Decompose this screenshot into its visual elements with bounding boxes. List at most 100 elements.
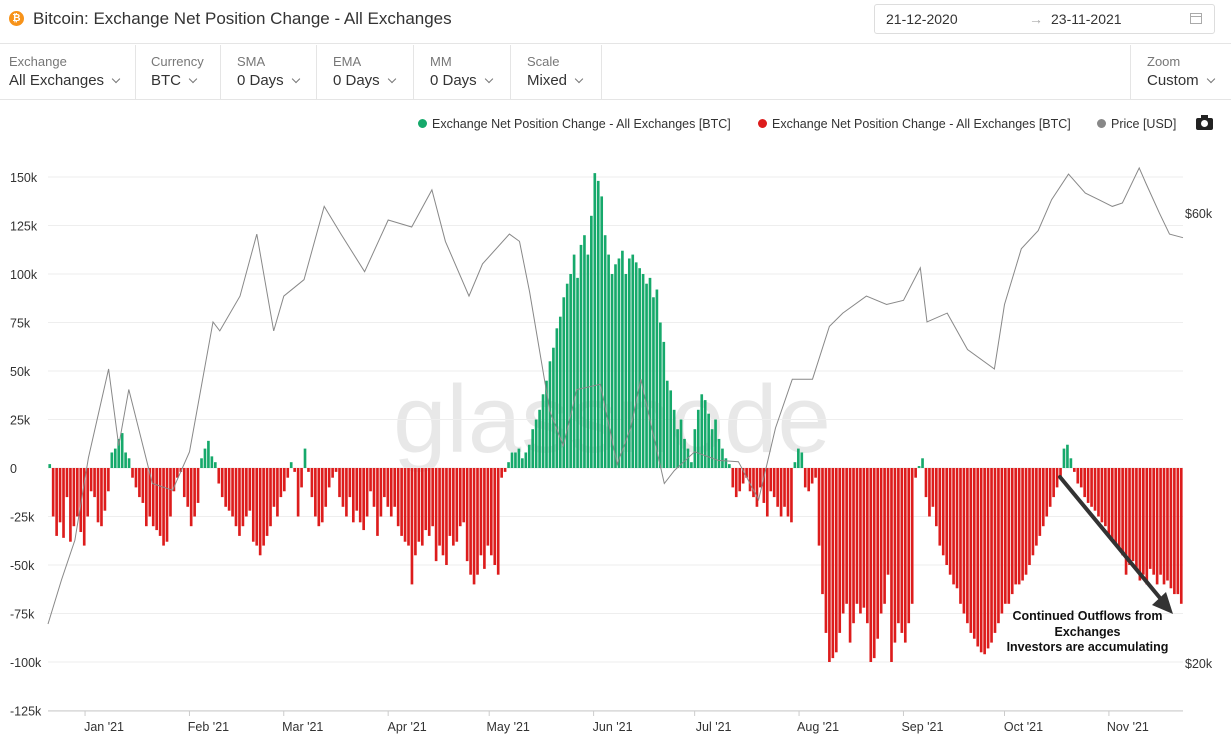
sma-select[interactable]: SMA 0 Days — [221, 45, 317, 99]
bar — [1035, 468, 1038, 546]
bar — [1031, 468, 1035, 556]
bar — [162, 468, 165, 546]
bar — [831, 468, 835, 659]
bar — [872, 468, 876, 659]
bar — [296, 468, 300, 517]
bar — [1100, 468, 1104, 523]
bar — [562, 297, 566, 468]
x-tick-label: Feb '21 — [188, 720, 229, 734]
bar — [365, 468, 369, 517]
legend-item-outflow[interactable]: Exchange Net Position Change - All Excha… — [758, 117, 1071, 131]
bar — [1121, 468, 1124, 556]
legend-item-price[interactable]: Price [USD] — [1097, 117, 1176, 131]
bar — [1038, 468, 1042, 536]
legend-item-inflow[interactable]: Exchange Net Position Change - All Excha… — [418, 117, 731, 131]
camera-icon[interactable] — [1196, 115, 1213, 130]
calendar-icon[interactable] — [1190, 13, 1202, 24]
currency-select[interactable]: Currency BTC — [136, 45, 221, 99]
bar — [710, 429, 714, 468]
bar — [510, 452, 514, 468]
bar — [314, 468, 317, 517]
bar — [410, 468, 414, 585]
bar — [810, 468, 814, 484]
bar — [117, 438, 121, 468]
bar — [1014, 468, 1018, 585]
bar — [728, 464, 731, 468]
bar — [855, 468, 859, 604]
exchange-select[interactable]: Exchange All Exchanges — [0, 45, 136, 99]
bar — [876, 468, 880, 639]
bar — [1176, 468, 1180, 595]
bar — [69, 468, 72, 542]
bar — [879, 468, 883, 614]
ema-select[interactable]: EMA 0 Days — [317, 45, 414, 99]
date-start-input[interactable]: 21-12-2020 — [886, 11, 958, 27]
y-tick-label: 125k — [10, 220, 38, 234]
bar — [255, 468, 259, 546]
bar — [1007, 468, 1011, 604]
bar — [1090, 468, 1093, 507]
bar — [241, 468, 245, 527]
bar — [548, 361, 552, 468]
bar — [514, 452, 517, 468]
bar — [1059, 468, 1062, 478]
bar — [755, 468, 759, 507]
bar — [917, 466, 921, 468]
bar — [641, 274, 645, 468]
bar — [776, 468, 779, 507]
bar — [383, 468, 386, 498]
bar — [414, 468, 417, 556]
bar — [765, 468, 769, 517]
bar — [1021, 468, 1024, 581]
bar — [65, 468, 69, 498]
bar — [600, 196, 604, 468]
bar — [821, 468, 824, 595]
scale-select[interactable]: Scale Mixed — [511, 45, 602, 99]
bar — [734, 468, 738, 498]
bar — [738, 468, 742, 492]
bar — [86, 468, 89, 517]
bar — [852, 468, 855, 624]
y-tick-label: 25k — [10, 414, 31, 428]
date-range-picker[interactable]: 21-12-2020 → 23-11-2021 — [874, 4, 1215, 34]
bar — [282, 468, 286, 492]
bar — [507, 462, 510, 468]
bar — [258, 468, 262, 556]
bar — [924, 468, 928, 498]
mm-select[interactable]: MM 0 Days — [414, 45, 511, 99]
bar — [1110, 468, 1114, 542]
bar — [217, 468, 221, 484]
bar — [279, 468, 283, 498]
bar — [693, 429, 697, 468]
bar — [441, 468, 445, 556]
bar — [265, 468, 269, 536]
bar — [1028, 468, 1031, 565]
bar — [417, 468, 421, 542]
bar — [1017, 468, 1021, 585]
bar — [703, 400, 707, 468]
zoom-select[interactable]: Zoom Custom — [1130, 45, 1231, 99]
bar — [179, 468, 183, 472]
bar — [524, 452, 528, 468]
bar — [445, 468, 448, 565]
bar — [400, 468, 403, 536]
bar — [721, 448, 724, 468]
bar — [234, 468, 238, 527]
bar — [286, 468, 290, 478]
bar — [841, 468, 845, 614]
bar — [759, 468, 762, 488]
bar — [210, 456, 214, 468]
y-tick-label: -75k — [10, 608, 35, 622]
bar — [866, 468, 869, 624]
bar — [479, 468, 483, 556]
bar — [583, 235, 586, 468]
currency-value: BTC — [151, 72, 181, 89]
date-end-input[interactable]: 23-11-2021 — [1051, 11, 1122, 27]
legend-dot-red-icon — [758, 119, 767, 128]
bar — [303, 448, 307, 468]
x-tick-label: Jan '21 — [84, 720, 124, 734]
price-line — [47, 166, 1184, 625]
bar — [945, 468, 949, 565]
x-tick-label: Apr '21 — [388, 720, 427, 734]
bar — [900, 468, 904, 633]
